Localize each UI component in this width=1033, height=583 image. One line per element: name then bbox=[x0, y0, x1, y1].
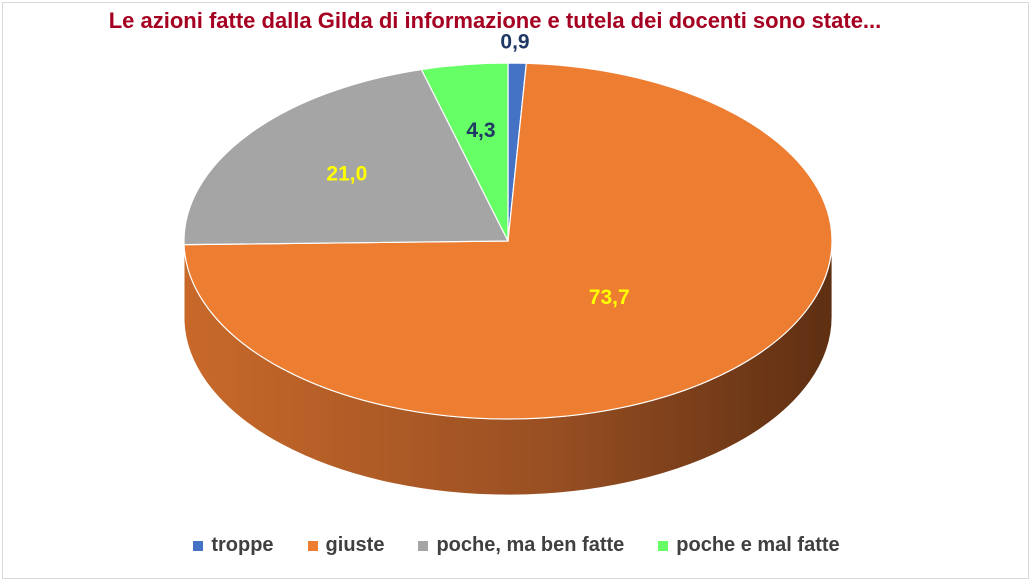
legend-label: troppe bbox=[211, 534, 274, 556]
legend-item-troppe: troppe bbox=[193, 534, 274, 557]
legend-item-giuste: giuste bbox=[307, 534, 385, 557]
data-label-giuste: 73,7 bbox=[589, 286, 630, 309]
legend-item-poche-ma-ben-fatte: poche, ma ben fatte bbox=[418, 534, 624, 557]
pie-slice-poche-ma-ben-fatte bbox=[183, 68, 509, 246]
chart-title: Le azioni fatte dalla Gilda di informazi… bbox=[108, 8, 882, 33]
data-label-poche-e-mal-fatte: 4,3 bbox=[466, 119, 495, 142]
legend-label: poche, ma ben fatte bbox=[436, 534, 625, 556]
data-label-poche-ma-ben-fatte: 21,0 bbox=[326, 163, 367, 186]
legend-swatch bbox=[307, 540, 318, 551]
legend-label: poche e mal fatte bbox=[676, 534, 840, 556]
pie-slice-poche-e-mal-fatte bbox=[420, 62, 509, 242]
legend-swatch bbox=[193, 540, 204, 551]
legend-swatch bbox=[658, 540, 669, 551]
legend-label: giuste bbox=[325, 534, 385, 556]
chart-legend: troppe giuste poche, ma ben fatte poche e m… bbox=[0, 534, 1033, 557]
legend-item-poche-e-mal-fatte: poche e mal fatte bbox=[658, 534, 840, 557]
data-label-troppe: 0,9 bbox=[500, 31, 529, 54]
legend-swatch bbox=[418, 540, 429, 551]
